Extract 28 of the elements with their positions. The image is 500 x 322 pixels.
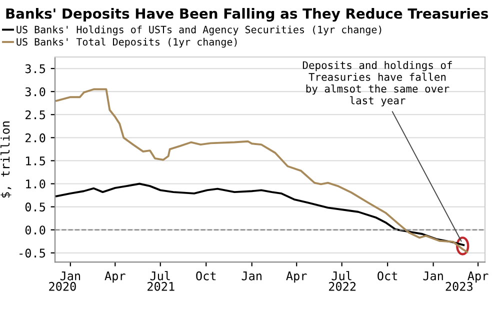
x-tick-label: Apr [286, 272, 307, 283]
x2-tick-label: 2020 [49, 282, 76, 291]
y-tick-label: 2.5 [26, 110, 46, 120]
y-tick-label: 0.5 [25, 202, 46, 212]
x-tick-label: Jan [60, 272, 80, 280]
x-tick-label: Apr [468, 272, 488, 283]
chart-title: Banks' Deposits Have Been Falling as They Reduce Treasuries [6, 8, 488, 22]
x-tick-label: Jul [332, 271, 352, 280]
x-tick-label: Jan [423, 272, 443, 280]
x-tick-label: Oct [196, 271, 216, 280]
legend-label: US Banks' Total Deposits (1yr change) [16, 38, 237, 48]
y-tick-label: 3.5 [25, 64, 46, 74]
y-tick-label: 2.0 [26, 133, 46, 142]
x-tick-label: Apr [104, 272, 126, 283]
y-axis-title: $, trillion [0, 122, 12, 198]
x2-tick-label: 2023 [446, 282, 472, 291]
y-tick-label: 3.0 [25, 87, 46, 96]
x2-tick-label: 2021 [148, 282, 174, 291]
y-tick-label: -0.5 [20, 248, 46, 258]
y-tick-label: 0.0 [25, 226, 46, 235]
y-tick-label: 1.0 [26, 180, 46, 188]
x2-tick-label: 2022 [328, 282, 356, 291]
x-tick-label: Jul [150, 271, 170, 280]
x-tick-label: Oct [378, 271, 398, 280]
x-tick-label: Jan [242, 272, 262, 280]
legend-label: US Banks' Holdings of USTs and Agency Securities (1yr change) [16, 26, 382, 36]
annotation: Deposits and holdings of Treasuries have fallen by almsot the same over last year [302, 60, 452, 106]
y-tick-label: 1.5 [26, 156, 46, 166]
